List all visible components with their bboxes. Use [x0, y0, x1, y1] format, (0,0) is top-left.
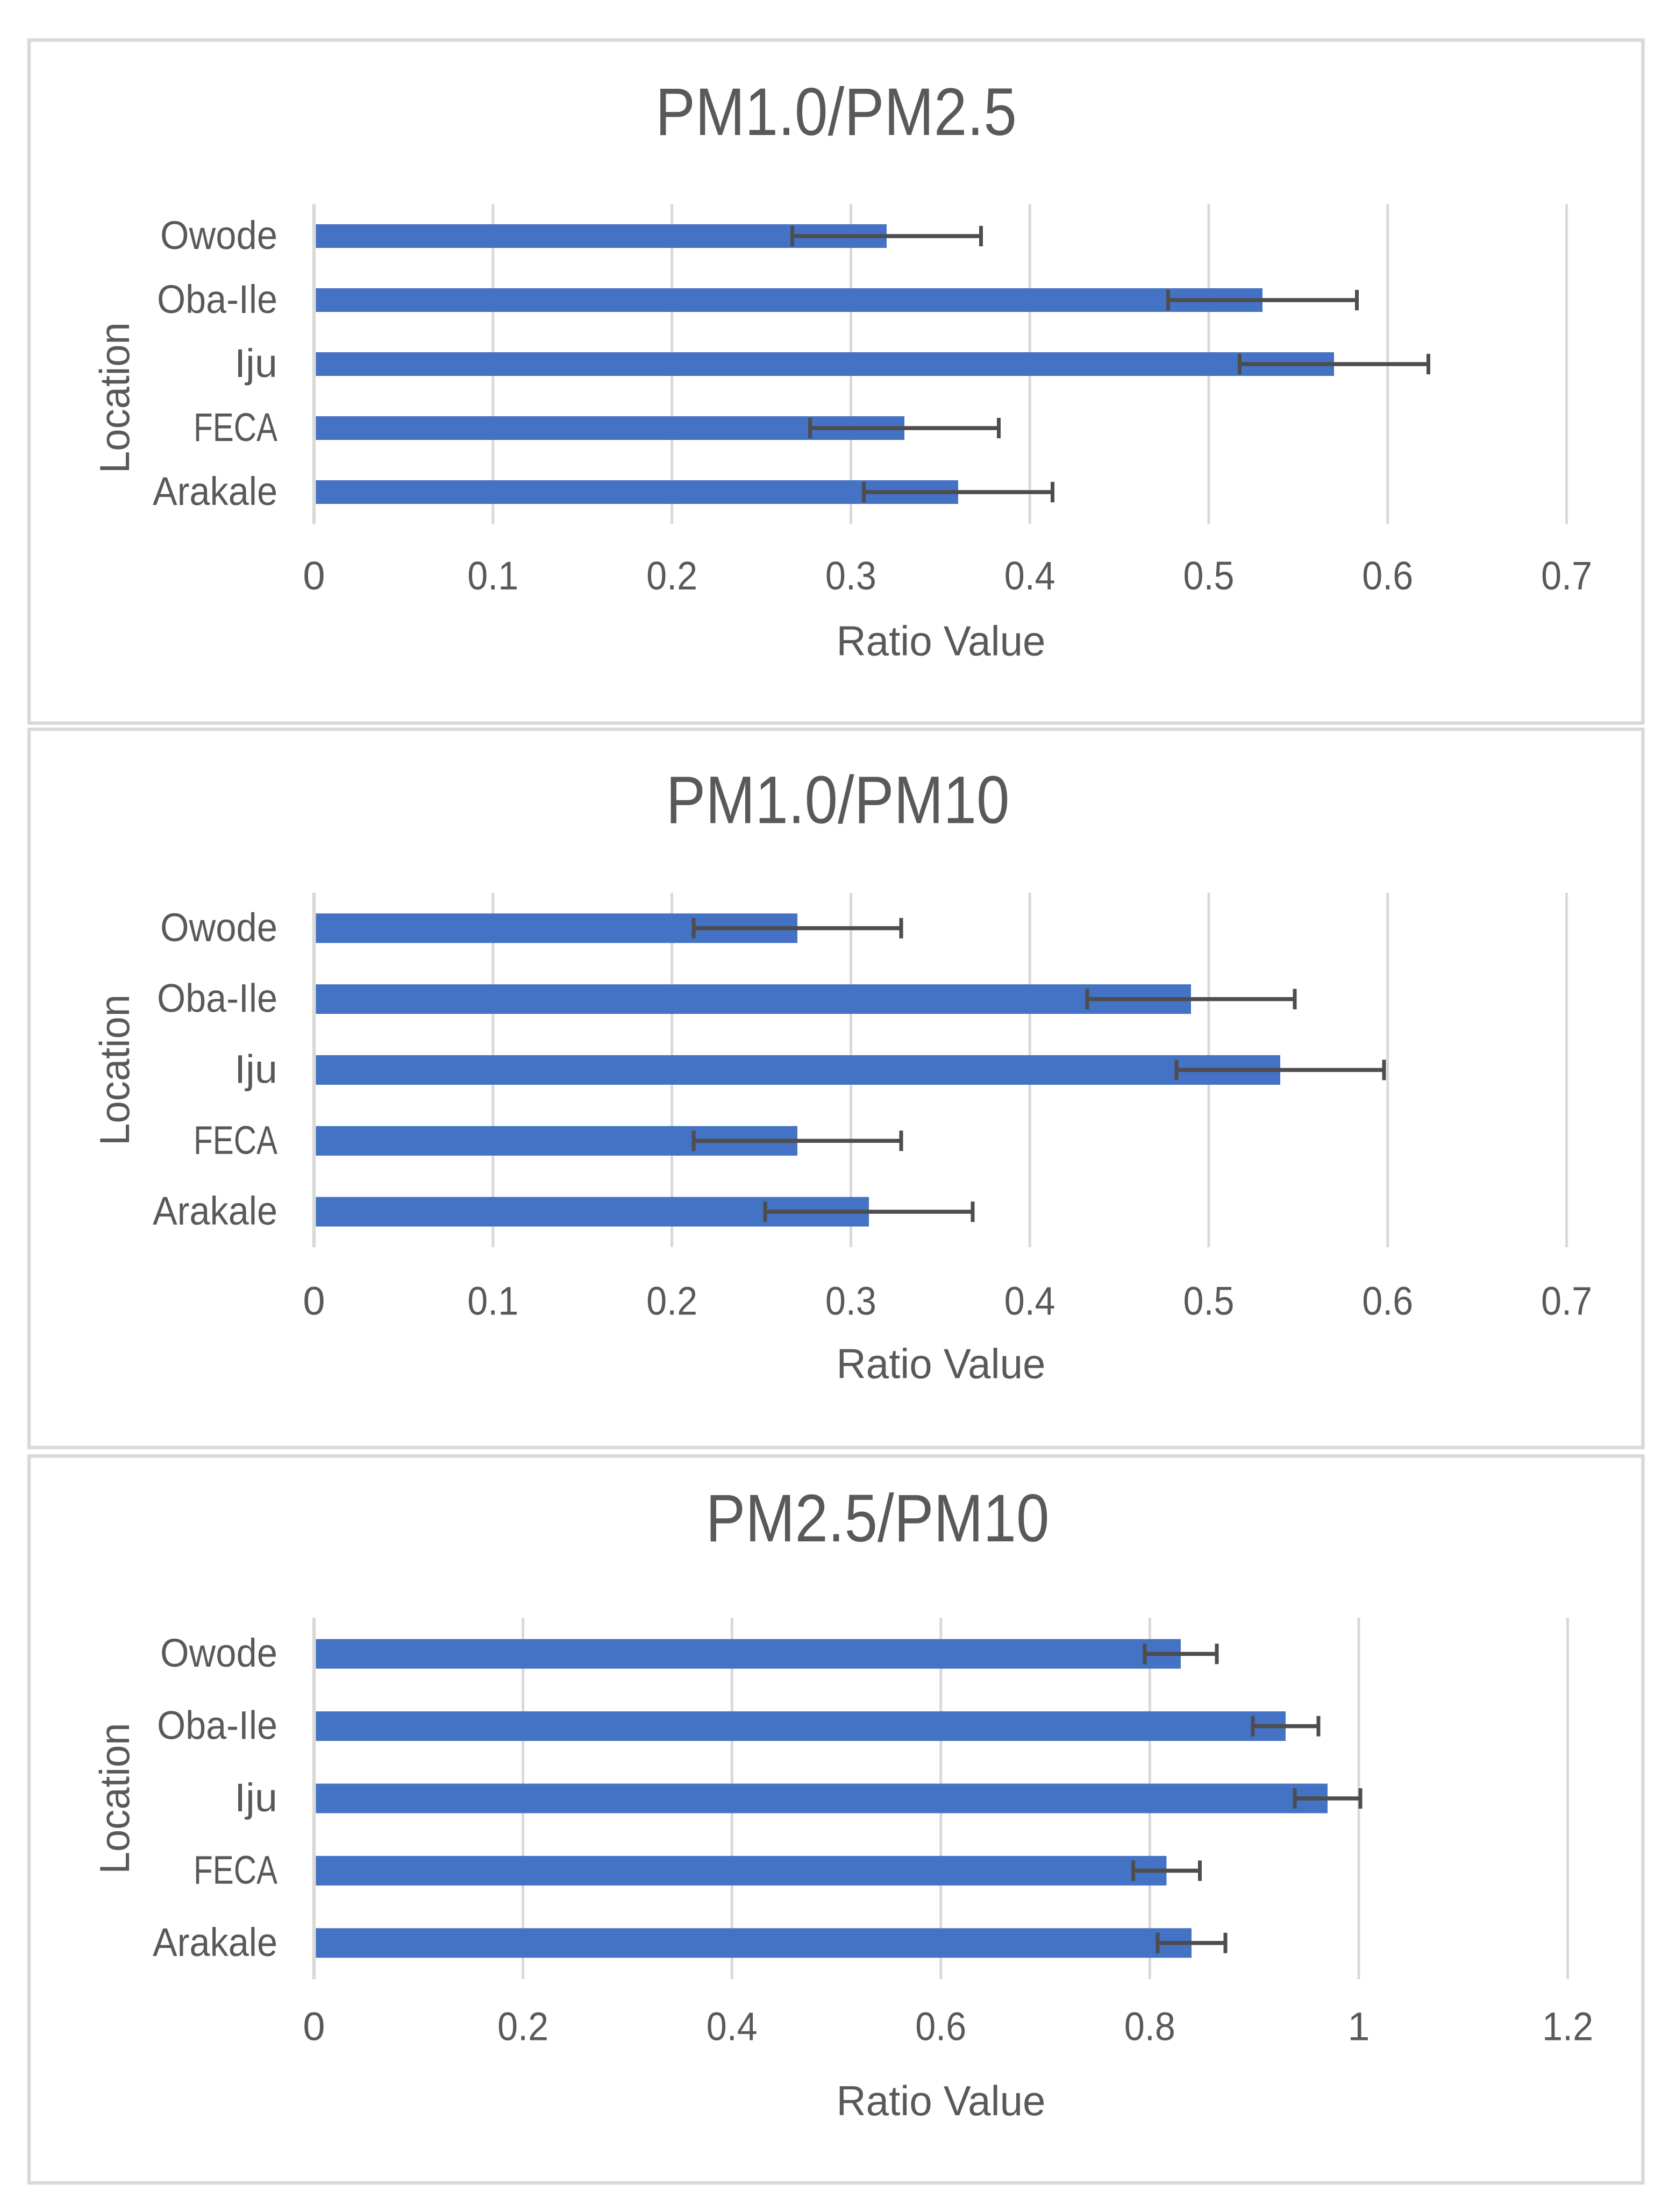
- svg-text:Oba-Ile: Oba-Ile: [157, 1703, 277, 1748]
- svg-text:Oba-Ile: Oba-Ile: [157, 976, 277, 1021]
- svg-text:PM1.0/PM10: PM1.0/PM10: [666, 763, 1010, 838]
- svg-text:0.7: 0.7: [1541, 553, 1592, 598]
- svg-text:Owode: Owode: [160, 213, 277, 258]
- svg-text:Location: Location: [91, 1723, 138, 1874]
- svg-text:0.6: 0.6: [1362, 553, 1413, 598]
- svg-text:PM1.0/PM2.5: PM1.0/PM2.5: [655, 75, 1017, 150]
- svg-text:Owode: Owode: [160, 905, 277, 950]
- svg-text:Ratio Value: Ratio Value: [837, 1340, 1046, 1387]
- svg-text:0.1: 0.1: [467, 1279, 518, 1324]
- svg-text:Arakale: Arakale: [153, 1189, 277, 1233]
- svg-text:0.1: 0.1: [467, 553, 518, 598]
- svg-text:PM2.5/PM10: PM2.5/PM10: [706, 1481, 1050, 1556]
- svg-text:Arakale: Arakale: [153, 1920, 277, 1965]
- svg-text:0.2: 0.2: [646, 1279, 697, 1324]
- svg-text:Ratio Value: Ratio Value: [837, 617, 1046, 664]
- svg-text:FECA: FECA: [194, 405, 278, 450]
- svg-text:0.6: 0.6: [915, 2004, 966, 2049]
- svg-text:0.8: 0.8: [1124, 2004, 1175, 2049]
- svg-text:1: 1: [1347, 2004, 1370, 2049]
- svg-text:Iju: Iju: [234, 1775, 277, 1820]
- svg-text:1.2: 1.2: [1542, 2004, 1593, 2049]
- svg-text:0.3: 0.3: [825, 553, 876, 598]
- svg-text:0: 0: [303, 1279, 325, 1324]
- svg-text:0.3: 0.3: [825, 1279, 876, 1324]
- svg-text:0.4: 0.4: [707, 2004, 758, 2049]
- svg-text:Iju: Iju: [234, 341, 277, 386]
- svg-text:FECA: FECA: [194, 1847, 278, 1892]
- svg-text:Location: Location: [91, 322, 138, 473]
- svg-text:0.4: 0.4: [1004, 553, 1055, 598]
- svg-text:0.5: 0.5: [1183, 1279, 1235, 1324]
- svg-text:0.6: 0.6: [1362, 1279, 1413, 1324]
- svg-text:Owode: Owode: [160, 1631, 277, 1675]
- svg-text:Oba-Ile: Oba-Ile: [157, 277, 277, 322]
- svg-text:0: 0: [303, 2004, 325, 2049]
- svg-text:Arakale: Arakale: [153, 469, 277, 514]
- svg-text:0.5: 0.5: [1183, 553, 1235, 598]
- svg-text:FECA: FECA: [194, 1118, 278, 1162]
- svg-text:0.2: 0.2: [497, 2004, 548, 2049]
- svg-text:0.2: 0.2: [646, 553, 697, 598]
- svg-text:Iju: Iju: [234, 1047, 277, 1092]
- svg-text:Ratio Value: Ratio Value: [837, 2077, 1046, 2124]
- svg-text:0.7: 0.7: [1541, 1279, 1592, 1324]
- svg-text:0.4: 0.4: [1004, 1279, 1055, 1324]
- svg-text:Location: Location: [91, 994, 138, 1146]
- svg-text:0: 0: [303, 553, 325, 598]
